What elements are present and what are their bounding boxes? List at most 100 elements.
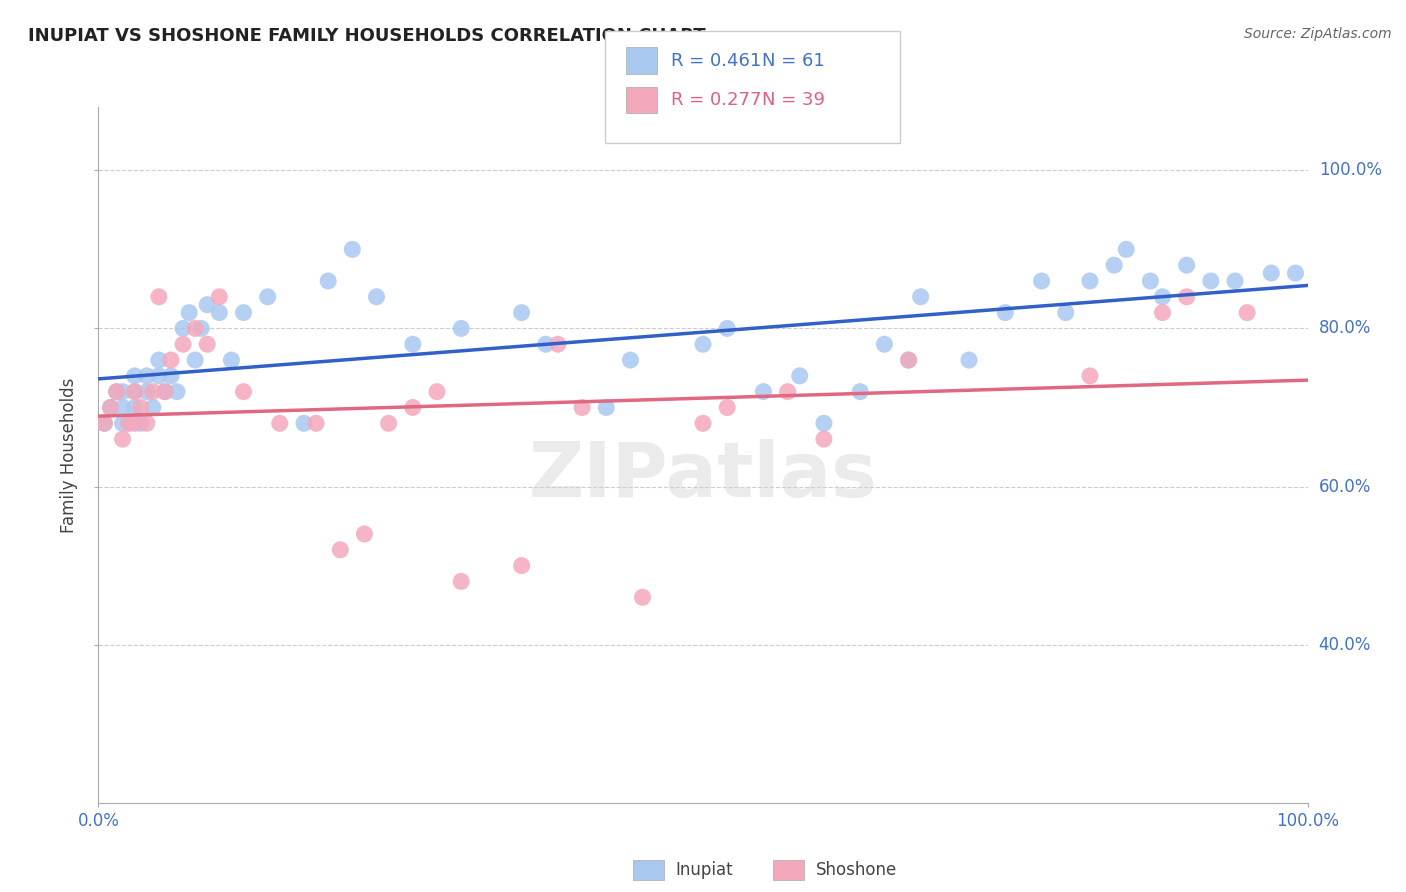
Point (124, 384, 146, 399)
Text: 60.0%: 60.0% (1319, 477, 1371, 496)
Point (232, 305, 254, 319)
Point (776, 384, 799, 399)
Point (1284, 266, 1306, 280)
Point (534, 337, 557, 351)
Point (1236, 305, 1258, 319)
Point (184, 321, 207, 335)
Point (124, 384, 146, 399)
Text: 100.0%: 100.0% (1319, 161, 1382, 179)
Point (450, 321, 472, 335)
Point (160, 353, 183, 368)
Text: N = 39: N = 39 (762, 91, 825, 109)
Point (118, 417, 141, 431)
Point (1152, 290, 1174, 304)
Point (148, 353, 170, 368)
Point (813, 417, 835, 431)
Point (135, 417, 157, 431)
Point (1031, 274, 1053, 288)
Text: 40.0%: 40.0% (1319, 636, 1371, 654)
Point (129, 417, 152, 431)
Point (148, 290, 170, 304)
Point (1223, 274, 1246, 288)
Point (172, 321, 194, 335)
Point (208, 290, 231, 304)
Point (118, 417, 141, 431)
Point (873, 337, 896, 351)
Point (450, 574, 472, 589)
Point (329, 542, 352, 557)
Text: N = 61: N = 61 (762, 52, 825, 70)
Point (1199, 274, 1222, 288)
Point (142, 384, 165, 399)
Text: INUPIAT VS SHOSHONE FAMILY HOUSEHOLDS CORRELATION CHART: INUPIAT VS SHOSHONE FAMILY HOUSEHOLDS CO… (28, 27, 706, 45)
Text: Shoshone: Shoshone (815, 861, 897, 879)
Point (135, 384, 157, 399)
Point (619, 353, 641, 368)
Point (716, 321, 738, 335)
Point (957, 353, 980, 368)
Point (256, 290, 278, 304)
Point (342, 243, 364, 257)
Point (184, 353, 207, 368)
Point (1175, 258, 1198, 272)
Point (752, 384, 775, 399)
Point (166, 384, 188, 399)
Point (124, 368, 146, 383)
Text: R = 0.461: R = 0.461 (671, 52, 761, 70)
Point (100, 401, 122, 415)
Point (1152, 305, 1174, 319)
Point (789, 368, 811, 383)
Point (111, 417, 134, 431)
Point (1260, 266, 1282, 280)
Point (105, 384, 128, 399)
Point (148, 368, 170, 383)
Point (692, 417, 714, 431)
Point (1102, 258, 1125, 272)
Point (1078, 368, 1101, 383)
Point (547, 337, 569, 351)
Point (510, 558, 533, 573)
Point (153, 384, 176, 399)
Point (571, 401, 593, 415)
Text: R = 0.277: R = 0.277 (671, 91, 761, 109)
Y-axis label: Family Households: Family Households (60, 377, 79, 533)
Point (195, 298, 218, 312)
Point (100, 401, 122, 415)
Point (716, 401, 738, 415)
Point (292, 417, 315, 431)
Point (172, 337, 194, 351)
Point (221, 353, 243, 368)
Point (153, 384, 176, 399)
Point (129, 401, 152, 415)
Point (353, 527, 375, 541)
Point (1078, 274, 1101, 288)
Point (1115, 243, 1137, 257)
Point (93, 417, 115, 431)
Point (1139, 274, 1161, 288)
Text: Inupiat: Inupiat (675, 861, 733, 879)
Point (124, 401, 146, 415)
Point (377, 417, 399, 431)
Point (190, 321, 212, 335)
Point (111, 401, 134, 415)
Point (897, 353, 920, 368)
Point (142, 401, 165, 415)
Point (124, 417, 146, 431)
Point (813, 432, 835, 446)
Text: ZIPatlas: ZIPatlas (529, 439, 877, 513)
Point (105, 384, 128, 399)
Point (897, 353, 920, 368)
Point (111, 384, 134, 399)
Point (426, 384, 449, 399)
Text: 80.0%: 80.0% (1319, 319, 1371, 337)
Point (316, 274, 339, 288)
Point (1175, 290, 1198, 304)
Point (232, 384, 254, 399)
Point (208, 305, 231, 319)
Point (849, 384, 872, 399)
Point (692, 337, 714, 351)
Point (1054, 305, 1077, 319)
Point (305, 417, 328, 431)
Point (177, 305, 201, 319)
Point (402, 401, 425, 415)
